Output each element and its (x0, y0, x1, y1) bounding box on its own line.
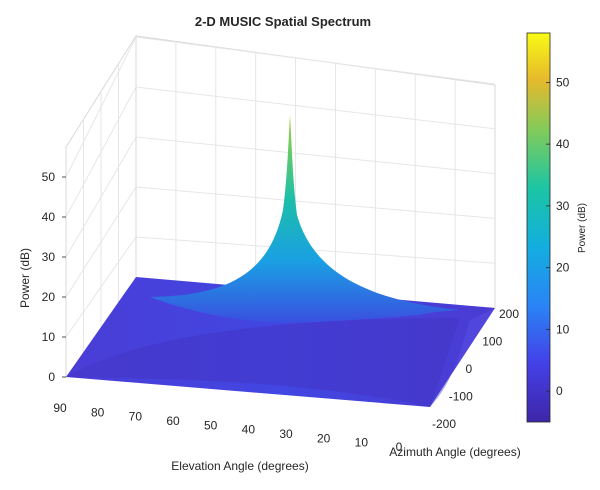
colorbar-tick-label: 0 (556, 384, 563, 398)
colorbar-tick-label: 10 (556, 322, 570, 336)
y-axis-label: Azimuth Angle (degrees) (389, 445, 520, 459)
z-tick-label: 0 (48, 370, 55, 384)
surface-spike (150, 115, 460, 323)
z-axis-ticks: 0 10 20 30 40 50 (42, 170, 66, 384)
colorbar-gradient (526, 32, 551, 423)
colorbar-tick-label: 20 (556, 261, 570, 275)
grid-line (135, 136, 496, 175)
z-tick-label: 40 (42, 210, 56, 224)
z-tick-label: 10 (42, 330, 56, 344)
grid-line (135, 236, 496, 264)
x-tick-label: 80 (91, 405, 105, 419)
surface-plot (66, 115, 495, 407)
colorbar-ticks: 0 10 20 30 40 50 (546, 75, 570, 398)
y-axis-ticks: -200 -100 0 100 200 (432, 307, 519, 431)
z-tick-label: 30 (42, 250, 56, 264)
y-tick-label: 200 (499, 307, 519, 321)
surface-ridge (66, 318, 460, 407)
y-tick-label: 0 (466, 362, 473, 376)
x-tick-label: 90 (53, 401, 67, 415)
x-tick-label: 20 (317, 431, 331, 445)
x-tick-label: 40 (242, 423, 256, 437)
grid-line (135, 186, 496, 219)
x-axis-ticks: 90 80 70 60 50 40 30 20 10 0 (53, 401, 402, 454)
z-axis-label: Power (dB) (18, 248, 32, 308)
x-tick-label: 70 (129, 410, 143, 424)
grid-line (135, 36, 496, 85)
x-tick-label: 50 (204, 418, 218, 432)
surface-edge (430, 308, 495, 407)
colorbar-tick-label: 30 (556, 199, 570, 213)
y-tick-label: -100 (449, 390, 473, 404)
x-tick-label: 30 (279, 427, 293, 441)
y-tick-label: -200 (432, 417, 456, 431)
colorbar-tick-label: 50 (556, 75, 570, 89)
x-axis-label: Elevation Angle (degrees) (171, 459, 308, 473)
grid-lines (65, 36, 496, 378)
colorbar-label: Power (dB) (577, 203, 588, 253)
chart-title: 2-D MUSIC Spatial Spectrum (195, 14, 371, 29)
x-tick-label: 60 (166, 414, 180, 428)
x-tick-label: 0 (396, 440, 403, 454)
z-tick-label: 50 (42, 170, 56, 184)
grid-line (135, 86, 496, 130)
x-tick-label: 10 (355, 436, 369, 450)
y-tick-label: 100 (482, 335, 502, 349)
z-tick-label: 20 (42, 290, 56, 304)
colorbar: 0 10 20 30 40 50 Power (dB) (526, 32, 588, 423)
colorbar-tick-label: 40 (556, 137, 570, 151)
